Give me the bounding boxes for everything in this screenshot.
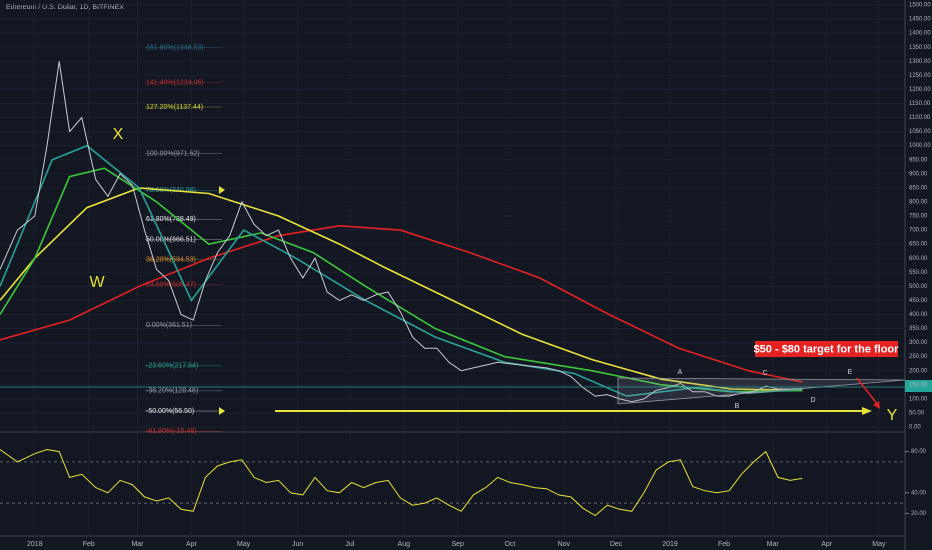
y-tick-label: 200.00 (909, 368, 928, 374)
annotation: E (848, 369, 853, 376)
x-tick-label: Jun (292, 541, 303, 548)
x-tick-label: Oct (504, 541, 515, 548)
x-tick-label: Apr (821, 541, 833, 548)
y-tick-label: 1100.00 (909, 115, 931, 121)
y-tick-label: 1000.00 (909, 143, 931, 149)
y-tick-label: 900.00 (909, 171, 928, 177)
triangle-pattern (617, 377, 906, 405)
x-tick-label: Mar (131, 541, 144, 548)
y-tick-label: 950.00 (909, 157, 928, 163)
arrow-head (873, 401, 880, 409)
y-tick-label: 1300.00 (909, 59, 931, 65)
x-tick-label: 2018 (27, 541, 43, 548)
y-tick-label: 1450.00 (909, 17, 931, 23)
fib-label: -50.00%(56.50) (146, 408, 194, 415)
fib-label: 100.00%(971.52) (146, 151, 200, 158)
fib-label: -23.60%(217.54) (146, 363, 198, 370)
y-tick-label: 1050.00 (909, 129, 931, 135)
y-tick-label: 50.00 (909, 411, 925, 417)
annotation: C (762, 370, 767, 377)
annotation: D (810, 397, 815, 404)
y-tick-label: 550.00 (909, 270, 928, 276)
plot-area: 161.80%(1348.53) 141.40%(1224.06) 127.20%(… (0, 0, 905, 536)
annotation: Y (887, 407, 898, 424)
annotation: $50 - $80 target for the floor (754, 343, 900, 355)
x-tick-label: May (237, 541, 251, 548)
annotation-box (755, 341, 898, 357)
y-tick-label: 1400.00 (909, 31, 931, 37)
x-tick-label: Aug (398, 541, 411, 548)
fib-label: -61.80%(-15.48) (146, 428, 197, 435)
annotation: B (735, 403, 740, 410)
y-tick-label: 600.00 (909, 256, 928, 262)
fib-label: 141.40%(1224.06) (146, 79, 204, 86)
moving-average (0, 187, 803, 392)
x-tick-label: Dec (610, 541, 623, 548)
last-price-box (905, 380, 932, 392)
fib-label: 61.80%(738.49) (146, 216, 196, 223)
annotation: X (113, 126, 124, 143)
y-tick-label: 400.00 (909, 312, 928, 318)
x-tick-label: Mar (767, 541, 780, 548)
y-tick-label: 150.00 (909, 382, 928, 388)
y-tick-label: 1350.00 (909, 45, 931, 51)
y-tick-label: 300.00 (909, 340, 928, 346)
x-tick-label: May (872, 541, 886, 548)
fib-label: -38.20%(128.48) (146, 388, 198, 395)
chart-title: Ethereum / U.S. Dollar, 1D, BITFINEX (6, 4, 124, 11)
fib-label: 50.00%(666.51) (146, 236, 196, 243)
y-tick-label: 650.00 (909, 242, 928, 248)
moving-average (0, 224, 803, 383)
y-tick-label: 500.00 (909, 284, 928, 290)
annotation: W (89, 274, 105, 291)
y-tick-label: 100.00 (909, 396, 928, 402)
fib-label: 0.00%(361.51) (146, 322, 192, 329)
annotation: A (678, 369, 683, 376)
y-tick-label: 0.00 (909, 425, 921, 431)
x-tick-label: Nov (558, 541, 571, 548)
rsi-tick-label: 40.00 (911, 490, 927, 496)
rsi-tick-label: 20.00 (911, 511, 927, 517)
x-tick-label: Jul (345, 541, 354, 548)
y-tick-label: 250.00 (909, 354, 928, 360)
fib-label: 127.20%(1137.44) (146, 104, 203, 111)
rsi-tick-label: 80.00 (911, 449, 927, 455)
x-tick-label: Feb (83, 541, 95, 548)
y-tick-label: 850.00 (909, 185, 928, 191)
fib-label: 161.80%(1348.53) (146, 44, 204, 51)
moving-average (0, 144, 803, 397)
y-tick-label: 750.00 (909, 214, 928, 220)
y-tick-label: 350.00 (909, 326, 928, 332)
y-tick-label: 800.00 (909, 200, 928, 206)
arrow-head (862, 407, 872, 415)
y-tick-label: 700.00 (909, 228, 928, 234)
rsi-line (0, 448, 803, 517)
fib-label: 38.20%(594.53) (146, 257, 196, 264)
arrow-marker (219, 186, 225, 194)
y-tick-label: 1500.00 (909, 3, 931, 9)
x-tick-label: Sep (451, 541, 464, 548)
y-tick-label: 450.00 (909, 298, 928, 304)
arrow-marker (219, 407, 225, 415)
x-tick-label: Feb (718, 541, 730, 548)
moving-average (0, 167, 803, 393)
x-tick-label: 2019 (662, 541, 678, 548)
x-tick-label: Apr (186, 541, 198, 548)
y-tick-label: 1200.00 (909, 87, 931, 93)
y-tick-label: 1150.00 (909, 101, 931, 107)
y-tick-label: 1250.00 (909, 73, 931, 79)
red-arrow (856, 377, 879, 406)
